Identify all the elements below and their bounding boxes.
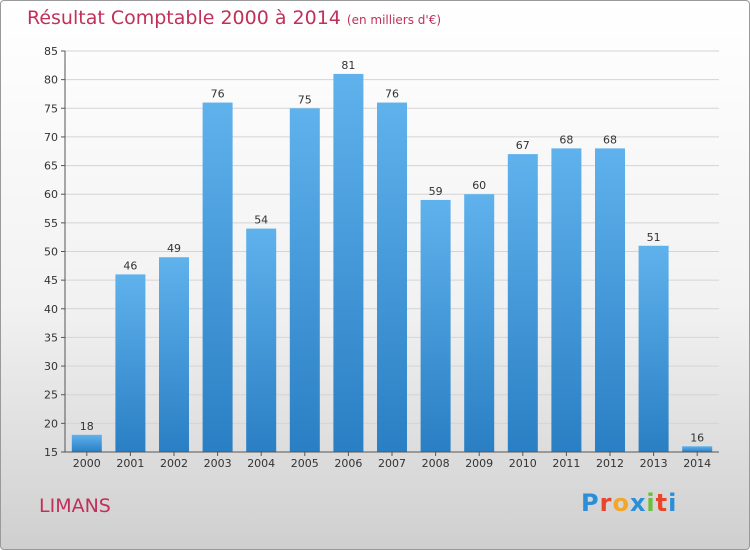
x-tick-label: 2009 <box>465 457 493 470</box>
brand-letter: t <box>655 489 669 517</box>
x-tick-label: 2011 <box>552 457 580 470</box>
x-tick-label: 2000 <box>73 457 101 470</box>
brand-logo: Proxiti <box>581 489 677 517</box>
bar <box>289 108 320 453</box>
x-axis: 2000 2001 2002 2003 2004 2005 2006 2007 2008 2009… <box>65 451 719 470</box>
chart-title-text: Résultat Comptable 2000 à 2014 <box>27 7 341 29</box>
x-tick-label: 2014 <box>683 457 711 470</box>
brand-letter: i <box>668 489 678 517</box>
y-tick-label: 50 <box>44 246 58 259</box>
x-tick-label: 2002 <box>160 457 188 470</box>
y-tick-label: 20 <box>44 417 58 430</box>
y-tick-label: 60 <box>44 188 58 201</box>
y-tick-label: 40 <box>44 303 58 316</box>
y-tick-label: 70 <box>44 131 58 144</box>
y-tick-label: 75 <box>44 102 58 115</box>
y-tick-label: 55 <box>44 217 58 230</box>
bar <box>420 199 451 452</box>
bar <box>595 148 625 452</box>
bar-value-label: 18 <box>80 420 94 433</box>
bar-value-label: 75 <box>298 93 312 106</box>
y-tick-label: 85 <box>44 45 58 58</box>
x-tick-label: 2004 <box>247 457 275 470</box>
chart-title: Résultat Comptable 2000 à 2014 (en millie… <box>27 7 441 29</box>
x-tick-label: 2007 <box>378 457 406 470</box>
bar <box>115 274 146 452</box>
y-axis: 15 20 25 30 35 40 45 50 55 60 65 70 75 80 85 <box>44 45 66 459</box>
bar-value-label: 46 <box>123 259 137 272</box>
bar <box>333 73 364 453</box>
bar-value-label: 76 <box>211 88 225 101</box>
town-name: LIMANS <box>39 495 111 517</box>
bars: 18 46 49 76 54 75 81 76 59 60 67 68 68 51 16 <box>71 59 713 453</box>
x-tick-label: 2006 <box>334 457 362 470</box>
bar-value-label: 68 <box>603 133 617 146</box>
bar <box>246 228 277 452</box>
y-tick-label: 25 <box>44 389 58 402</box>
brand-letter: x <box>629 489 647 517</box>
bar <box>638 245 669 452</box>
bar <box>464 194 495 452</box>
bar-value-label: 60 <box>472 179 486 192</box>
bar-value-label: 67 <box>516 139 530 152</box>
brand-letter: r <box>599 489 613 517</box>
x-tick-label: 2005 <box>291 457 319 470</box>
bar <box>551 148 582 452</box>
bar-value-label: 51 <box>647 231 661 244</box>
y-tick-label: 35 <box>44 331 58 344</box>
brand-letter: o <box>612 489 630 517</box>
y-tick-label: 65 <box>44 160 58 173</box>
brand-letter: i <box>646 489 656 517</box>
bar-value-label: 54 <box>254 214 268 227</box>
bar <box>159 257 189 452</box>
brand-letter: P <box>581 489 600 517</box>
x-tick-label: 2012 <box>596 457 624 470</box>
bar-value-label: 68 <box>559 133 573 146</box>
bar-value-label: 76 <box>385 88 399 101</box>
bar <box>682 446 713 452</box>
chart-unit: (en milliers d'€) <box>346 13 442 27</box>
y-tick-label: 30 <box>44 360 58 373</box>
bar-value-label: 16 <box>690 431 704 444</box>
bar-value-label: 49 <box>167 242 181 255</box>
y-tick-label: 80 <box>44 74 58 87</box>
bar-value-label: 81 <box>341 59 355 72</box>
x-tick-label: 2001 <box>116 457 144 470</box>
x-tick-label: 2008 <box>422 457 450 470</box>
bar <box>507 154 538 452</box>
y-tick-label: 15 <box>44 446 58 459</box>
bar <box>377 102 407 453</box>
x-tick-label: 2010 <box>509 457 537 470</box>
bar <box>71 434 102 452</box>
bar-value-label: 59 <box>429 185 443 198</box>
x-tick-label: 2003 <box>204 457 232 470</box>
x-tick-label: 2013 <box>640 457 668 470</box>
bar <box>202 102 233 453</box>
y-tick-label: 45 <box>44 274 58 287</box>
